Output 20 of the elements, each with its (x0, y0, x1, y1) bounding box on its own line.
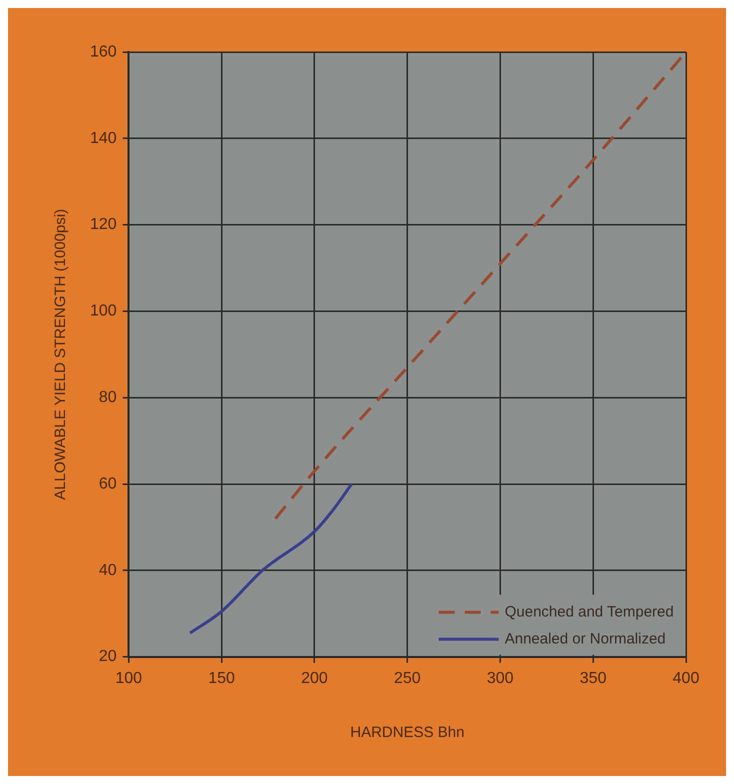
x-tick-label: 300 (486, 670, 514, 687)
line-series (188, 482, 354, 635)
y-tick-label: 20 (98, 648, 117, 666)
y-tick-label: 100 (90, 302, 117, 320)
x-tick-label: 400 (672, 670, 700, 687)
y-axis-title: ALLOWABLE YIELD STRENGTH (1000psi) (52, 208, 70, 500)
x-tick-label: 350 (580, 670, 607, 687)
legend-label: Quenched and Tempered (504, 603, 674, 620)
y-tick-label: 80 (98, 389, 117, 406)
y-tick-label: 40 (98, 562, 117, 579)
x-tick-label: 250 (394, 670, 421, 687)
y-tick-label: 120 (90, 216, 117, 234)
x-tick-label: 100 (115, 670, 142, 687)
x-tick-label: 200 (301, 670, 328, 687)
x-axis-title: HARDNESS Bhn (350, 724, 464, 742)
legend-label: Annealed or Normalized (504, 630, 666, 648)
x-tick-label: 150 (208, 670, 236, 687)
y-tick-label: 60 (98, 475, 117, 492)
y-tick-label: 140 (90, 130, 117, 147)
y-tick-label: 160 (90, 43, 117, 60)
